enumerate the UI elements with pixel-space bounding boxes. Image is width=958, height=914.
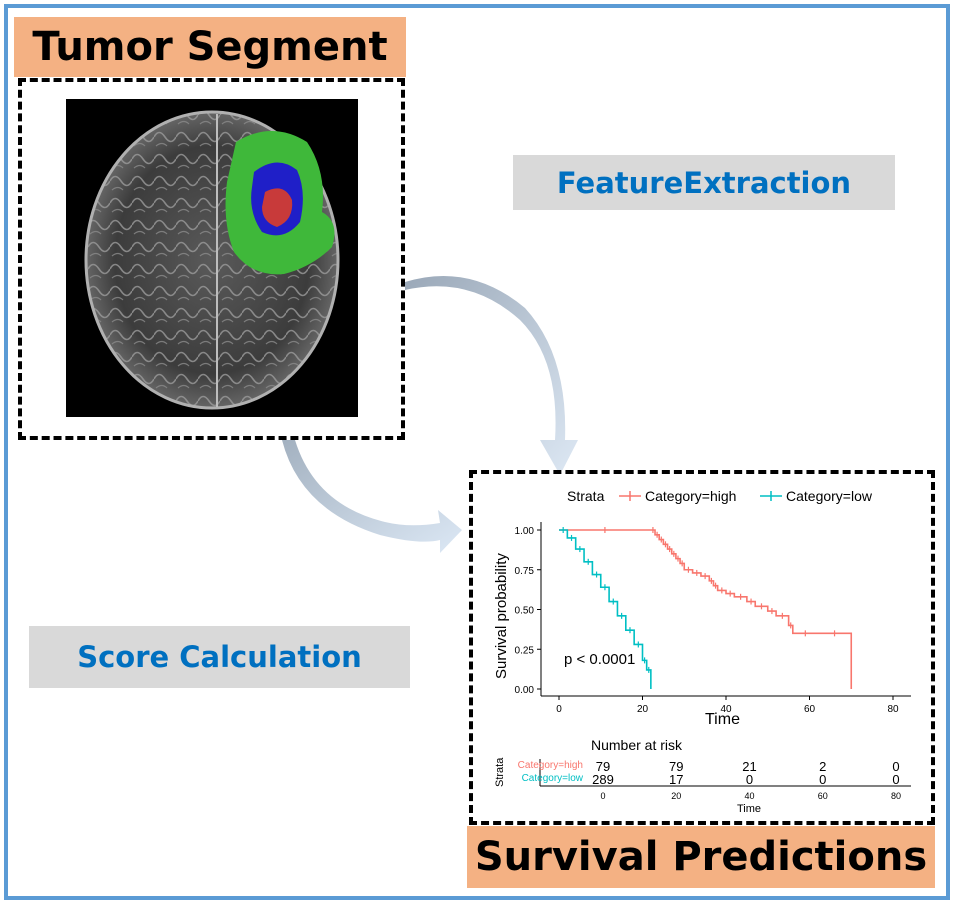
x-tick-label: 40 [720, 704, 732, 715]
risk-x-tick-label: 40 [744, 791, 754, 801]
brain-mri-image [66, 99, 358, 417]
survival-plot-panel: Strata Category=high Category=low 0.00 0.… [469, 470, 935, 825]
risk-count-cell: 0 [892, 759, 899, 774]
y-tick-label: 0.00 [515, 685, 535, 696]
risk-x-tick-label: 80 [891, 791, 901, 801]
risk-count-cell: 21 [742, 759, 756, 774]
risk-table-title: Number at risk [591, 737, 683, 753]
y-axis-label: Survival probability [493, 553, 510, 679]
p-value-annotation: p < 0.0001 [564, 651, 635, 668]
risk-count-cell: 0 [892, 772, 899, 787]
risk-strata-label: Strata [494, 757, 506, 787]
risk-table-x-label: Time [737, 803, 761, 815]
risk-count-cell: 0 [746, 772, 753, 787]
x-axis-label: Time [705, 711, 740, 728]
series-high-curve [559, 529, 853, 689]
risk-count-cell: 79 [669, 759, 683, 774]
outer-frame [4, 4, 950, 900]
legend-title: Strata [567, 488, 605, 504]
survival-chart: Strata Category=high Category=low 0.00 0.… [493, 488, 911, 815]
tumor-segment-title: Tumor Segment [14, 17, 406, 77]
feature-extraction-label: FeatureExtraction [513, 155, 895, 210]
x-tick-label: 60 [804, 704, 816, 715]
risk-count-cell: 2 [819, 759, 826, 774]
risk-count-cell: 17 [669, 772, 683, 787]
risk-row-label-low: Category=low [522, 773, 584, 784]
risk-x-tick-label: 60 [818, 791, 828, 801]
series-low-curve [559, 529, 652, 689]
tumor-segment-panel [18, 78, 405, 440]
x-tick-label: 0 [556, 704, 562, 715]
risk-count-cell: 79 [596, 759, 610, 774]
y-tick-label: 0.25 [515, 645, 535, 656]
x-tick-label: 80 [887, 704, 899, 715]
x-tick-label: 20 [637, 704, 649, 715]
score-calculation-label: Score Calculation [29, 626, 410, 688]
risk-count-cell: 289 [592, 772, 614, 787]
risk-count-cell: 0 [819, 772, 826, 787]
y-tick-label: 0.75 [515, 566, 535, 577]
risk-x-tick-label: 0 [600, 791, 605, 801]
y-tick-label: 1.00 [515, 526, 535, 537]
survival-predictions-title: Survival Predictions [467, 826, 935, 888]
risk-row-label-high: Category=high [518, 760, 583, 771]
y-tick-label: 0.50 [515, 606, 535, 617]
legend-high-label: Category=high [645, 488, 736, 504]
legend-low-label: Category=low [786, 488, 873, 504]
risk-x-tick-label: 20 [671, 791, 681, 801]
